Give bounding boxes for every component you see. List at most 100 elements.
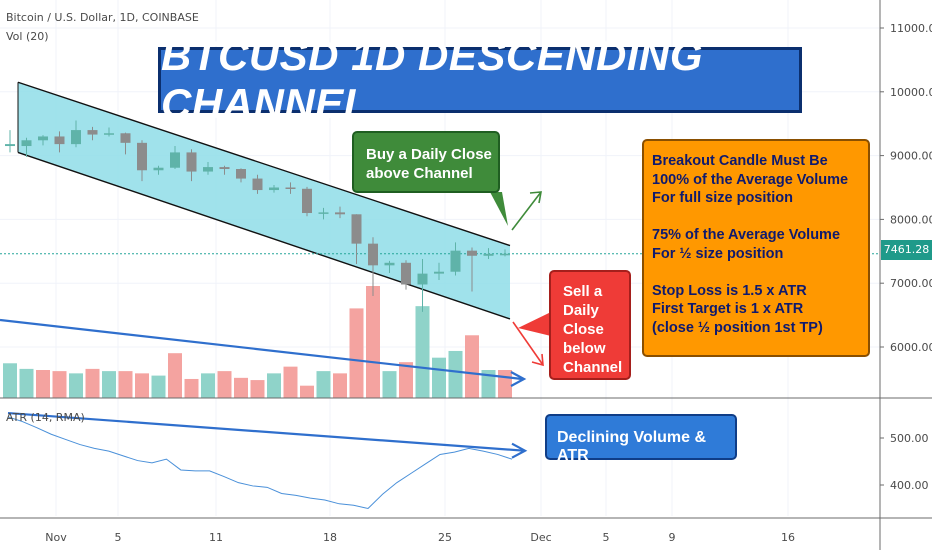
candle-body — [434, 271, 444, 274]
x-tick-label: 11 — [209, 531, 223, 544]
x-tick-label: Dec — [530, 531, 551, 544]
y-tick-label: 7000.00 — [890, 277, 932, 290]
y-tick-label: 6000.00 — [890, 341, 932, 354]
atr-series-line — [7, 416, 513, 510]
volume-bar — [118, 371, 133, 398]
rules-callout: Breakout Candle Must Be 100% of the Aver… — [642, 139, 870, 357]
sell-line: below — [563, 340, 606, 357]
y-tick-label: 11000.00 — [890, 22, 932, 35]
volume-bar — [168, 353, 182, 398]
channel-lower-line — [17, 151, 511, 320]
volume-bar — [234, 377, 248, 398]
declining-callout: Declining Volume & ATR — [545, 414, 737, 464]
volume-trend-line — [0, 318, 523, 381]
candle-body — [5, 144, 15, 147]
declining-text: Declining Volume & ATR — [557, 429, 707, 464]
x-tick-label: 5 — [603, 531, 610, 544]
candle-body — [54, 136, 65, 145]
candle-body — [351, 214, 362, 244]
descending-channel — [17, 81, 511, 320]
rules-line: 100% of the Average Volume — [652, 171, 849, 188]
rules-line: (close ½ position 1st TP) — [652, 319, 823, 336]
buy-callout-tail — [490, 192, 508, 226]
trend-lines — [0, 318, 528, 459]
candle-body — [335, 212, 345, 215]
sell-callout: Sell a Daily Close below Channel — [549, 270, 631, 380]
volume-bar — [333, 373, 347, 398]
atr-label: ATR (14, RMA) — [6, 411, 85, 424]
volume-bar — [201, 373, 215, 398]
candle-body — [467, 250, 477, 256]
candle-body — [186, 152, 197, 172]
volume-bar — [498, 370, 512, 398]
sell-arrow-line — [512, 321, 544, 366]
sell-arrowhead — [531, 353, 544, 367]
atr-tick-label: 500.00 — [890, 432, 929, 445]
rules-line: 75% of the Average Volume — [652, 227, 841, 243]
candle-body — [450, 250, 461, 272]
volume-bar — [382, 371, 397, 398]
symbol-title: Bitcoin / U.S. Dollar, 1D, COINBASE — [6, 11, 199, 24]
buy-line: Buy a Daily Close — [366, 146, 492, 163]
rules-line: Breakout Candle Must Be — [652, 153, 828, 169]
candle-body — [483, 253, 494, 256]
volume-bar — [52, 371, 67, 398]
volume-bar — [399, 362, 413, 398]
volume-bar — [217, 371, 232, 398]
candle-body — [269, 187, 279, 191]
sell-callout-tail — [518, 312, 551, 336]
annotation-arrows — [490, 191, 551, 367]
candle-body — [120, 133, 131, 143]
chart-title-text: BTCUSD 1D DESCENDING CHANNEL — [161, 32, 704, 127]
buy-arrowhead — [529, 191, 542, 204]
volume-bar — [250, 380, 265, 398]
x-tick-label: 25 — [438, 531, 452, 544]
candle-body — [417, 273, 428, 285]
x-tick-label: 16 — [781, 531, 795, 544]
rules-line: First Target is 1 x ATR — [652, 301, 804, 317]
volume-bar — [267, 373, 281, 398]
candle-body — [137, 142, 147, 171]
volume-bar — [283, 366, 298, 398]
rules-line: For ½ size position — [652, 245, 784, 262]
candle-body — [38, 136, 48, 141]
volume-bar — [69, 373, 83, 398]
candle-body — [318, 212, 329, 214]
candle-body — [203, 167, 213, 172]
volume-bar — [135, 373, 149, 398]
candle-body — [170, 152, 180, 168]
x-tick-label: 9 — [669, 531, 676, 544]
y-tick-label: 8000.00 — [890, 213, 932, 226]
y-tick-label: 9000.00 — [890, 150, 932, 163]
candlesticks — [5, 120, 510, 312]
volume-bar — [366, 286, 380, 398]
volume-bar — [316, 371, 331, 398]
atr-line — [7, 416, 513, 510]
y-tick-label: 10000.00 — [890, 86, 932, 99]
channel-fill — [18, 82, 510, 319]
volume-bar — [184, 378, 199, 398]
volume-bar — [3, 363, 17, 398]
x-tick-label: Nov — [45, 531, 67, 544]
candle-body — [87, 130, 98, 135]
volume-label: Vol (20) — [6, 30, 49, 43]
volume-bar — [465, 335, 479, 398]
volume-trend-arrowhead — [510, 371, 527, 387]
buy-line: above Channel — [366, 165, 473, 182]
volume-bar — [85, 368, 100, 398]
rules-line: Stop Loss is 1.5 x ATR — [652, 282, 807, 299]
candle-body — [219, 167, 230, 169]
rules-line: For full size position — [652, 190, 793, 206]
candle-body — [21, 140, 32, 147]
volume-bar — [415, 306, 430, 398]
volume-bar — [19, 368, 34, 398]
atr-tick-label: 400.00 — [890, 479, 929, 492]
candle-body — [302, 188, 312, 214]
chart-title-banner: BTCUSD 1D DESCENDING CHANNEL — [158, 32, 802, 127]
sell-line: Daily — [563, 302, 599, 319]
last-price-tag: 7461.28 — [881, 240, 932, 260]
candle-body — [252, 178, 263, 191]
atr-trend-arrowhead — [511, 442, 528, 459]
